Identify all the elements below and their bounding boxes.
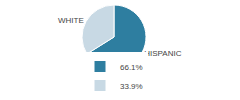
- svg-text:66.1%: 66.1%: [120, 63, 143, 72]
- svg-text:HISPANIC: HISPANIC: [144, 49, 181, 58]
- svg-text:33.9%: 33.9%: [120, 82, 143, 91]
- svg-text:WHITE: WHITE: [58, 16, 84, 25]
